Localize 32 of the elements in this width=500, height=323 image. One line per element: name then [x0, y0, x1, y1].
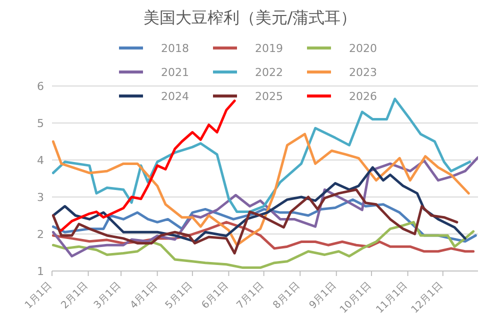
legend-label: 2021 — [160, 66, 190, 80]
y-tick-label: 4 — [37, 154, 44, 167]
x-tick-label: 8月1日 — [271, 280, 302, 312]
x-tick-label: 2月1日 — [59, 280, 90, 312]
x-tick-label: 10月1日 — [338, 280, 374, 316]
x-tick-label: 1月1日 — [23, 280, 54, 312]
legend-label: 2020 — [348, 42, 378, 56]
line-series — [52, 220, 475, 269]
line-series — [60, 100, 236, 232]
legend-label: 2019 — [254, 42, 284, 56]
x-tick-label: 7月1日 — [235, 280, 266, 312]
legend-label: 2018 — [160, 42, 190, 56]
x-tick-label: 4月1日 — [128, 280, 160, 312]
line-series — [52, 132, 470, 246]
y-tick-label: 1 — [37, 264, 44, 278]
y-tick-label: 5 — [37, 116, 44, 130]
y-tick-label: 2 — [37, 228, 44, 241]
chart-title: 美国大豆榨利（美元/蒲式耳） — [142, 7, 358, 29]
line-series — [52, 188, 458, 254]
x-tick-label: 11月1日 — [374, 280, 410, 316]
x-tick-label: 6月1日 — [200, 280, 231, 312]
legend-label: 2022 — [254, 66, 284, 80]
x-tick-label: 5月1日 — [164, 280, 195, 312]
legend-label: 2026 — [348, 90, 378, 104]
legend-label: 2023 — [348, 66, 378, 80]
x-tick-label: 3月1日 — [92, 280, 124, 312]
y-tick-label: 6 — [37, 80, 44, 93]
legend-label: 2025 — [254, 90, 284, 104]
y-tick-label: 3 — [37, 190, 44, 204]
x-tick-label: 9月1日 — [308, 280, 339, 312]
x-tick-label: 12月1日 — [410, 280, 446, 316]
legend-label: 2024 — [160, 90, 190, 104]
